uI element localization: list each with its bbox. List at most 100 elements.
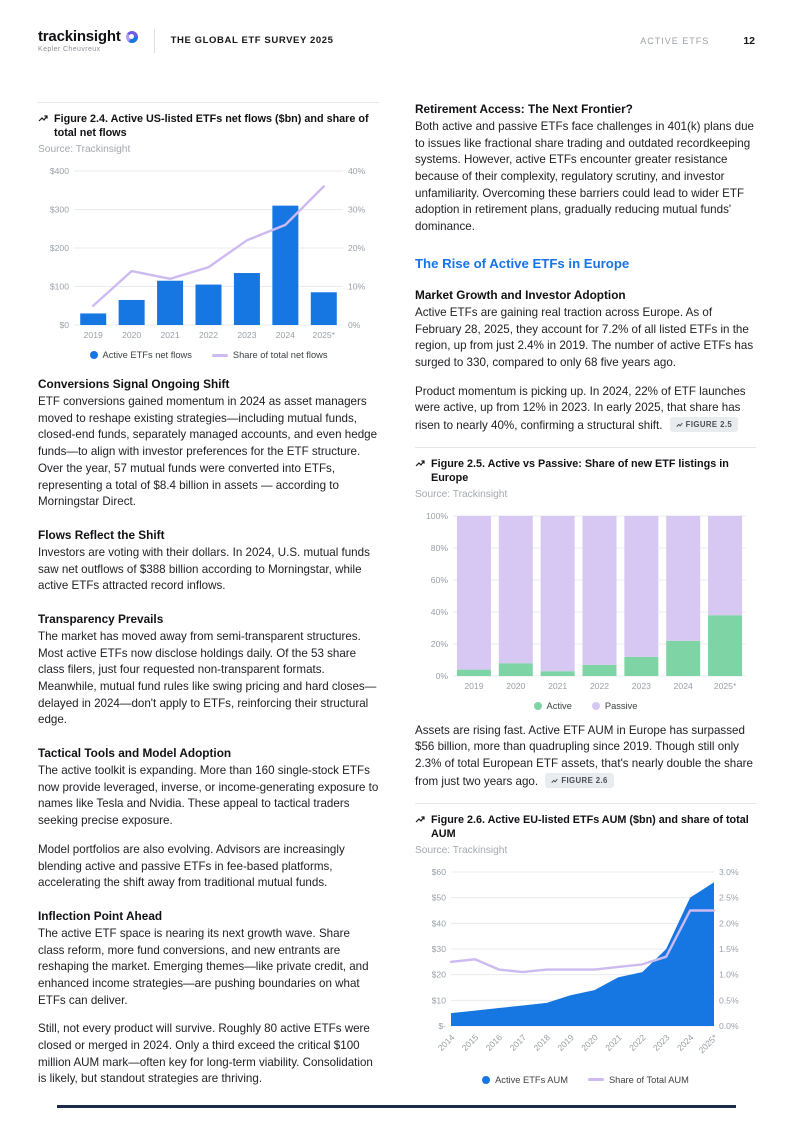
- legend-label: Active ETFs net flows: [102, 350, 192, 361]
- svg-text:2017: 2017: [508, 1032, 529, 1053]
- svg-text:$0: $0: [59, 320, 69, 330]
- svg-text:2.0%: 2.0%: [719, 918, 739, 928]
- header-divider: [153, 28, 155, 53]
- logo-mark-icon: [125, 30, 138, 43]
- paragraph-retirement: Both active and passive ETFs face challe…: [415, 120, 754, 234]
- svg-text:$400: $400: [50, 166, 69, 176]
- svg-text:3.0%: 3.0%: [719, 867, 739, 877]
- svg-text:40%: 40%: [431, 607, 449, 617]
- svg-text:$100: $100: [50, 282, 69, 292]
- figure-source: Source: Trackinsight: [415, 488, 508, 500]
- svg-text:20%: 20%: [431, 639, 449, 649]
- svg-text:2025*: 2025*: [714, 681, 737, 691]
- trackinsight-logo: trackinsight Kepler Cheuvreux: [38, 28, 138, 53]
- paragraph-tactical-1: The active toolkit is expanding. More th…: [38, 764, 379, 828]
- section-label: ACTIVE ETFS: [640, 35, 710, 46]
- svg-text:$10: $10: [432, 995, 447, 1005]
- logo-subtitle: Kepler Cheuvreux: [38, 46, 101, 53]
- legend-dot-marker: [89, 351, 98, 360]
- figure-chart-icon: [38, 113, 48, 140]
- paragraph-conversions: ETF conversions gained momentum in 2024 …: [38, 395, 378, 509]
- figure-caption: Figure 2.6. Active EU-listed ETFs AUM ($…: [431, 813, 749, 840]
- legend-label: Passive: [604, 700, 638, 711]
- svg-text:100%: 100%: [426, 511, 448, 521]
- svg-text:0%: 0%: [436, 671, 449, 681]
- svg-text:80%: 80%: [431, 543, 449, 553]
- svg-text:20%: 20%: [348, 243, 366, 253]
- svg-text:2021: 2021: [603, 1032, 624, 1053]
- legend-label: Active ETFs AUM: [495, 1074, 568, 1085]
- paragraph-market-growth: Active ETFs are gaining real traction ac…: [415, 305, 754, 369]
- legend-dot-marker: [482, 1075, 491, 1084]
- svg-text:2020: 2020: [122, 330, 141, 340]
- paragraph-transparency: The market has moved away from semi-tran…: [38, 629, 377, 727]
- figure-2-5-block: Figure 2.5. Active vs Passive: Share of …: [415, 446, 756, 711]
- legend-dot-marker: [591, 701, 600, 710]
- svg-text:2019: 2019: [464, 681, 483, 691]
- figure-ref-icon: [676, 422, 683, 427]
- svg-text:1.0%: 1.0%: [719, 969, 739, 979]
- page-header: trackinsight Kepler Cheuvreux THE GLOBAL…: [38, 28, 755, 53]
- legend-label: Share of total net flows: [232, 350, 328, 361]
- svg-text:2025*: 2025*: [313, 330, 336, 340]
- figure-ref-badge-2-6: FIGURE 2.6: [545, 772, 614, 789]
- svg-text:1.5%: 1.5%: [719, 944, 739, 954]
- svg-text:2020: 2020: [579, 1032, 600, 1053]
- svg-text:2016: 2016: [484, 1032, 505, 1053]
- paragraph-assets: Assets are rising fast. Active ETF AUM i…: [415, 723, 756, 791]
- heading-market-growth: Market Growth and Investor Adoption: [415, 287, 626, 302]
- svg-text:2024: 2024: [276, 330, 295, 340]
- svg-text:2.5%: 2.5%: [719, 892, 739, 902]
- svg-text:0.0%: 0.0%: [719, 1021, 739, 1031]
- svg-text:2019: 2019: [84, 330, 103, 340]
- legend-item: Share of Total AUM: [587, 1074, 689, 1085]
- svg-text:$50: $50: [432, 892, 447, 902]
- paragraph-momentum-text: Product momentum is picking up. In 2024,…: [415, 384, 746, 433]
- svg-text:0.5%: 0.5%: [719, 995, 739, 1005]
- legend-line-marker: [211, 353, 228, 357]
- document-title: THE GLOBAL ETF SURVEY 2025: [170, 35, 334, 46]
- svg-text:2025*: 2025*: [696, 1032, 719, 1055]
- svg-text:2014: 2014: [436, 1032, 457, 1053]
- legend-item: Active ETFs net flows: [89, 350, 192, 361]
- legend-line-marker: [587, 1078, 604, 1082]
- chart-fig24: $0 0% $100 10% $200 20% $300 30% $400 40% 2019 2020…: [38, 163, 379, 348]
- legend-item: Active: [533, 700, 572, 711]
- figure-2-6-caption-row: Figure 2.6. Active EU-listed ETFs AUM ($…: [415, 813, 756, 841]
- figure-2-4-block: Figure 2.4. Active US-listed ETFs net fl…: [38, 102, 379, 360]
- svg-text:0%: 0%: [348, 320, 361, 330]
- paragraph-momentum: Product momentum is picking up. In 2024,…: [415, 384, 756, 435]
- chart-fig25: 0% 20% 40% 60% 80% 100% 2019 2020 2021 2022 2023 20…: [415, 508, 756, 699]
- svg-text:2022: 2022: [590, 681, 609, 691]
- heading-inflection: Inflection Point Ahead: [38, 908, 163, 923]
- svg-text:$200: $200: [50, 243, 69, 253]
- figure-source: Source: Trackinsight: [415, 844, 508, 856]
- paragraph-inflection-1: The active ETF space is nearing its next…: [38, 926, 369, 1007]
- svg-text:10%: 10%: [348, 282, 366, 292]
- heading-retirement: Retirement Access: The Next Frontier?: [415, 102, 633, 116]
- svg-text:2022: 2022: [627, 1032, 648, 1053]
- svg-text:2021: 2021: [161, 330, 180, 340]
- logo-wordmark: trackinsight: [38, 28, 121, 45]
- chart-legend: Active Passive: [415, 701, 756, 711]
- svg-text:60%: 60%: [431, 575, 449, 585]
- legend-item: Share of total net flows: [211, 350, 328, 361]
- svg-text:40%: 40%: [348, 166, 366, 176]
- footer-rule: [57, 1105, 736, 1108]
- svg-text:$60: $60: [432, 867, 447, 877]
- svg-text:2023: 2023: [651, 1032, 672, 1053]
- figure-caption: Figure 2.5. Active vs Passive: Share of …: [431, 457, 729, 484]
- svg-text:2023: 2023: [632, 681, 651, 691]
- legend-label: Share of Total AUM: [608, 1074, 689, 1085]
- legend-label: Active: [546, 700, 572, 711]
- chart-fig26: $- 0.0% $10 0.5% $20 1.0% $30 1.5% $40 2.0% $50 2.5…: [415, 864, 756, 1073]
- page-number: 12: [743, 34, 755, 47]
- figure-ref-label: FIGURE 2.6: [561, 775, 608, 785]
- right-column: Retirement Access: The Next Frontier? Bo…: [415, 96, 756, 1100]
- figure-2-6-block: Figure 2.6. Active EU-listed ETFs AUM ($…: [415, 802, 756, 1085]
- svg-text:$300: $300: [50, 205, 69, 215]
- figure-source: Source: Trackinsight: [38, 144, 131, 156]
- figure-ref-icon: [551, 778, 559, 783]
- svg-text:2024: 2024: [674, 681, 693, 691]
